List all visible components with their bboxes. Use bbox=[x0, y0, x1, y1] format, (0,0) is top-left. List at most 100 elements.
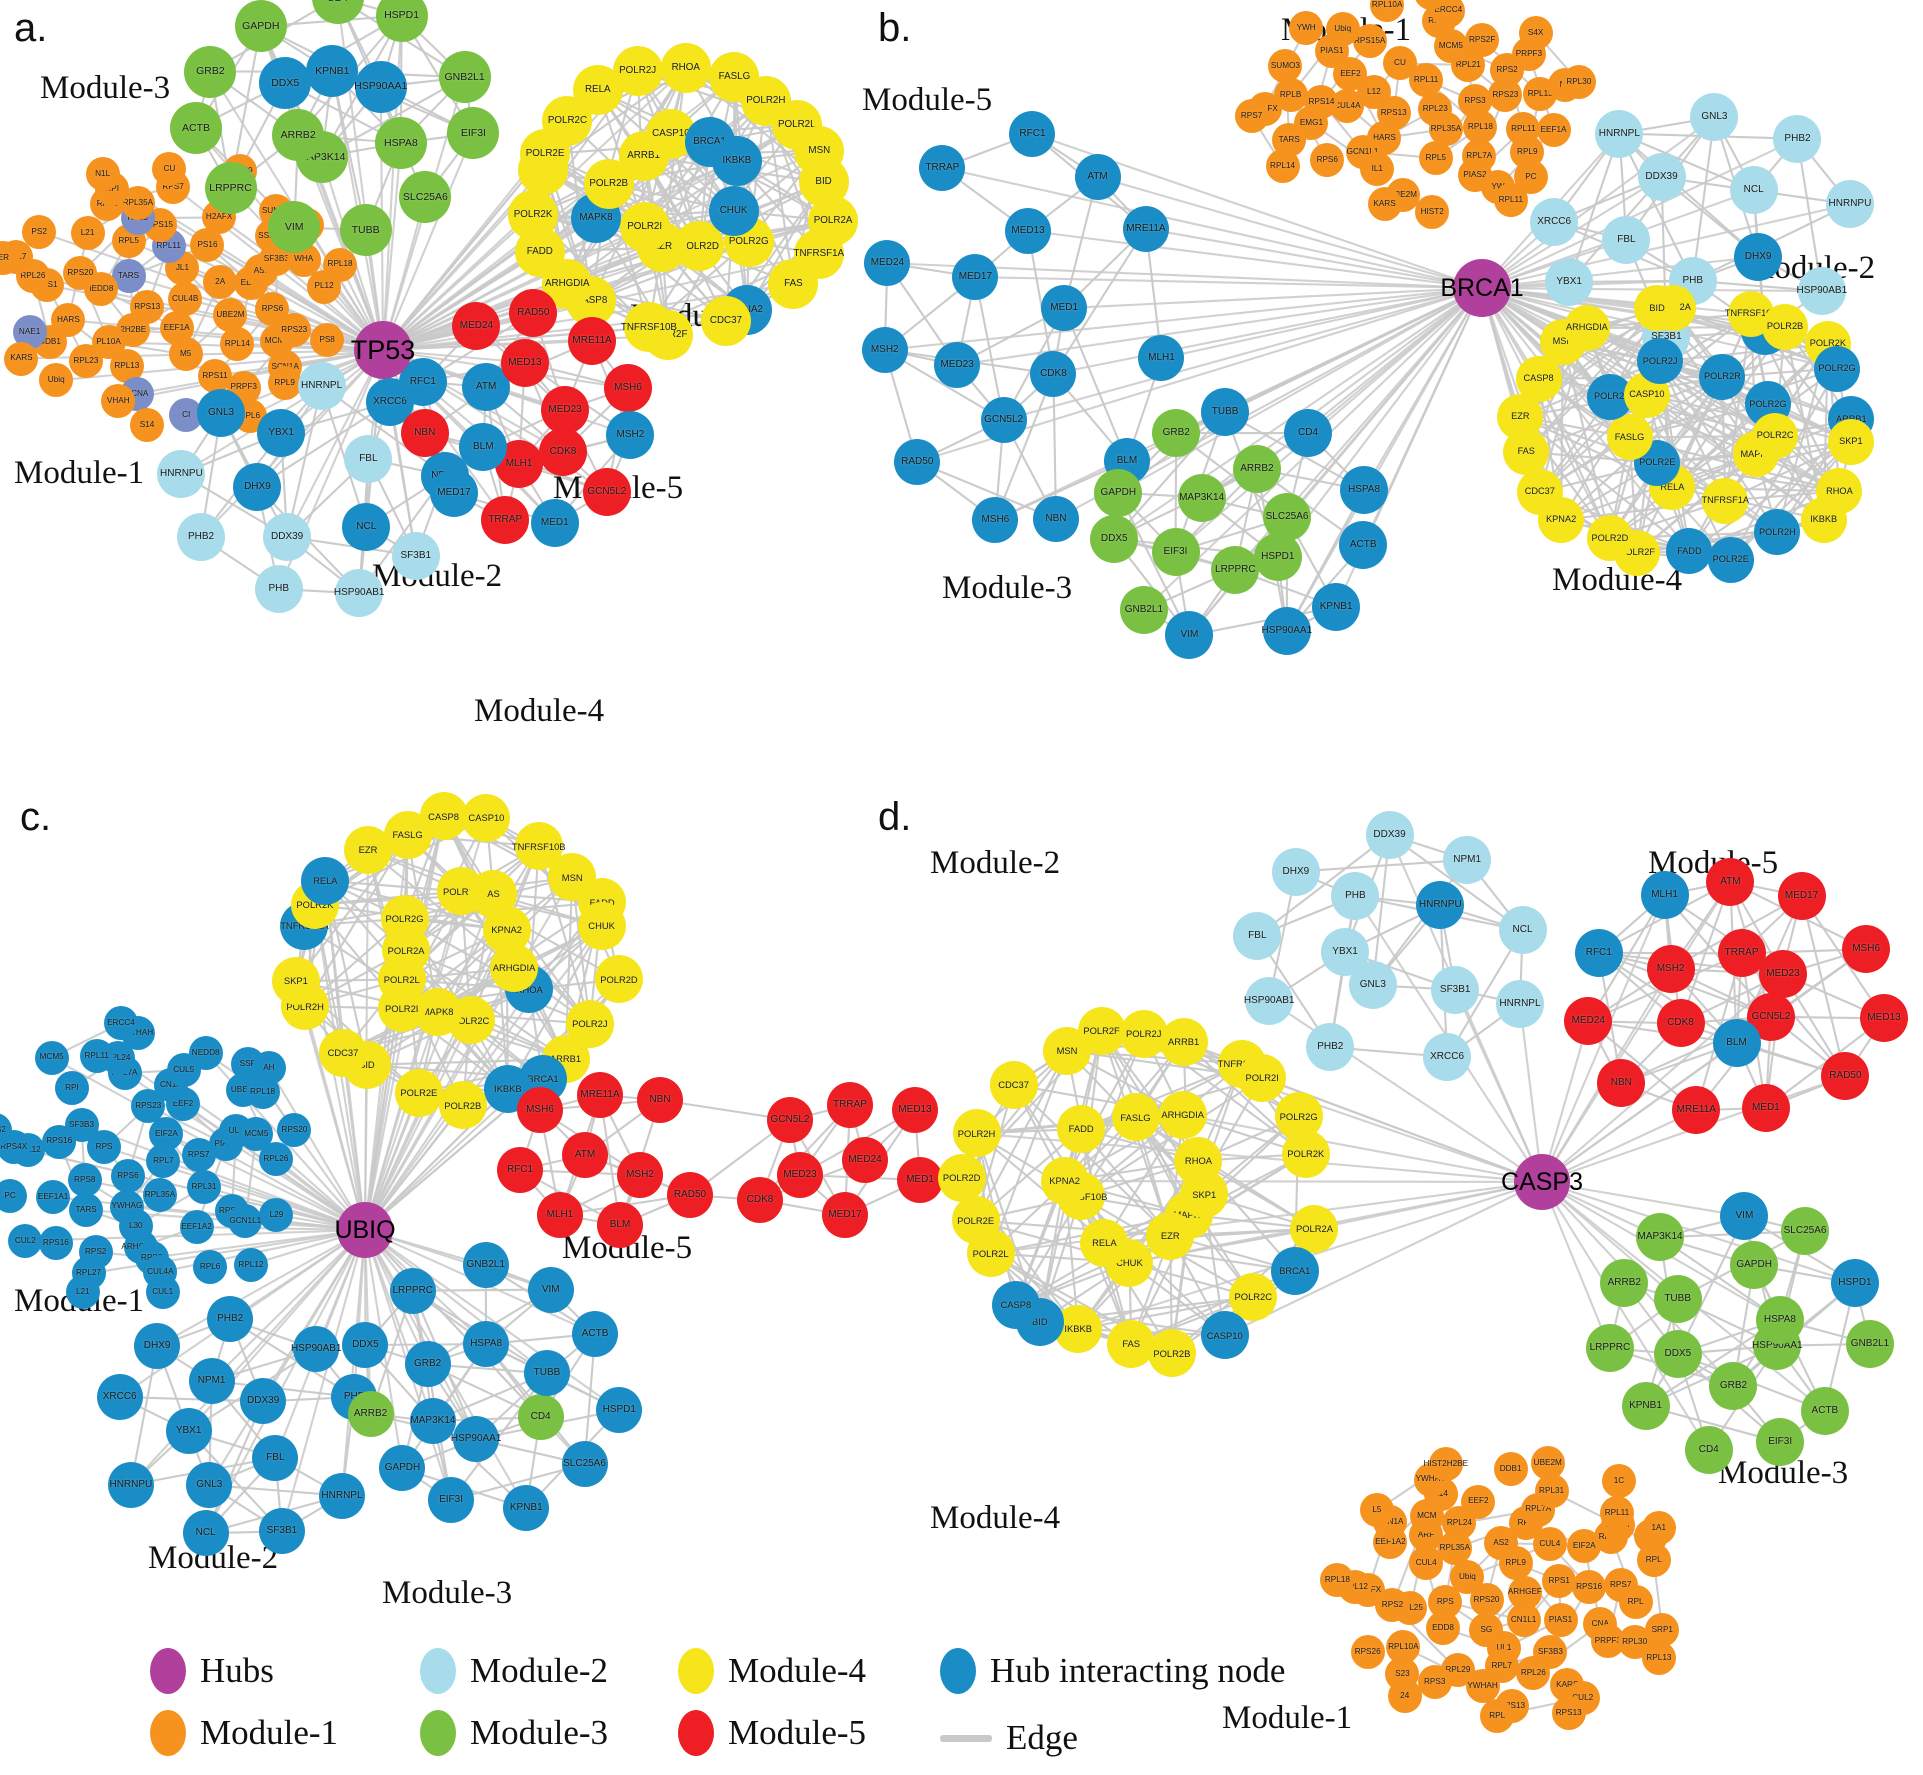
panel-a-module-3-node-TUBB[interactable]: TUBB bbox=[339, 204, 392, 257]
panel-a-module-1-node-S14[interactable]: S14 bbox=[130, 407, 165, 442]
panel-c-module-1-node-NEDD8[interactable]: NEDD8 bbox=[188, 1035, 223, 1070]
panel-d-module-3-node-CD4[interactable]: CD4 bbox=[1684, 1426, 1733, 1475]
panel-c-module-1-node-EEF1A2[interactable]: EEF1A2 bbox=[179, 1210, 214, 1245]
panel-d-module-4-node-CDC37[interactable]: CDC37 bbox=[989, 1060, 1038, 1109]
panel-d-module-1-node-RPS16[interactable]: RPS16 bbox=[1572, 1570, 1607, 1605]
panel-b-module-3-node-ACTB[interactable]: ACTB bbox=[1339, 521, 1388, 570]
panel-b-module-2-node-YBX1[interactable]: YBX1 bbox=[1545, 258, 1594, 307]
panel-a-module-3-node-GAPDH[interactable]: GAPDH bbox=[234, 0, 287, 53]
panel-a-module-1-node-Ubiq[interactable]: Ubiq bbox=[39, 363, 74, 398]
panel-b-module-5-node-MED17[interactable]: MED17 bbox=[952, 254, 999, 300]
panel-d-module-5-node-MLH1[interactable]: MLH1 bbox=[1640, 870, 1689, 919]
panel-c-module-1-node-RPS6[interactable]: RPS6 bbox=[110, 1158, 145, 1193]
panel-c-module-5-node-MED24[interactable]: MED24 bbox=[842, 1137, 888, 1183]
panel-a-module-1-node-M5[interactable]: M5 bbox=[168, 337, 203, 372]
panel-b-module-1-node-EEF1A[interactable]: EEF1A bbox=[1536, 112, 1571, 147]
panel-b-module-5-node-MSH6[interactable]: MSH6 bbox=[972, 497, 1019, 544]
panel-c-module-1-node-RPS16[interactable]: RPS16 bbox=[38, 1225, 73, 1260]
panel-c-module-3-node-MAP3K14[interactable]: MAP3K14 bbox=[409, 1397, 456, 1444]
panel-d-module-4-node-ARHGDIA[interactable]: ARHGDIA bbox=[1158, 1090, 1207, 1139]
panel-c-module-5-node-MED1[interactable]: MED1 bbox=[897, 1157, 943, 1203]
panel-b-module-3-node-LRPPRC[interactable]: LRPPRC bbox=[1211, 545, 1260, 594]
panel-b-module-4-node-POLR2D[interactable]: POLR2D bbox=[1586, 515, 1633, 562]
panel-c-module-5-node-MLH1[interactable]: MLH1 bbox=[537, 1192, 583, 1238]
panel-a-module-1-node-RPL18[interactable]: RPL18 bbox=[323, 247, 358, 282]
panel-b-module-1-node-RPS2F[interactable]: RPS2F bbox=[1465, 23, 1500, 58]
panel-c-module-4-node-SKP1[interactable]: SKP1 bbox=[271, 957, 320, 1006]
panel-b-module-5-node-NBN[interactable]: NBN bbox=[1032, 496, 1079, 543]
panel-d-module-1-node-RPL18[interactable]: RPL18 bbox=[1320, 1563, 1355, 1598]
panel-c-module-3-node-LRPPRC[interactable]: LRPPRC bbox=[389, 1267, 436, 1314]
panel-d-module-4-node-EZR[interactable]: EZR bbox=[1146, 1211, 1195, 1260]
panel-a-module-3-node-HSPD1[interactable]: HSPD1 bbox=[375, 0, 428, 42]
panel-d-module-2-node-HNRNPL[interactable]: HNRNPL bbox=[1495, 979, 1544, 1028]
panel-d-module-5-node-RFC1[interactable]: RFC1 bbox=[1574, 928, 1623, 977]
panel-b-module-3-node-GNB2L1[interactable]: GNB2L1 bbox=[1119, 586, 1168, 635]
panel-a-module-5-node-MED23[interactable]: MED23 bbox=[541, 385, 590, 434]
panel-c-module-5-node-RAD50[interactable]: RAD50 bbox=[667, 1172, 713, 1218]
panel-d-module-5-node-MED1[interactable]: MED1 bbox=[1741, 1083, 1790, 1132]
panel-a-module-4-node-POLR2J[interactable]: POLR2J bbox=[612, 45, 663, 96]
panel-a-module-2-node-HNRNPL[interactable]: HNRNPL bbox=[297, 362, 346, 411]
panel-b-module-3-node-SLC25A6[interactable]: SLC25A6 bbox=[1263, 493, 1312, 542]
panel-d-module-5-node-MSH6[interactable]: MSH6 bbox=[1842, 925, 1891, 974]
panel-a-module-4-node-TNFRSF10B[interactable]: TNFRSF10B bbox=[621, 302, 677, 353]
panel-c-module-3-node-GRB2[interactable]: GRB2 bbox=[404, 1341, 451, 1388]
panel-b-module-4-node-TNFRSF1A[interactable]: TNFRSF1A bbox=[1701, 477, 1749, 524]
panel-d-module-3-node-TUBB[interactable]: TUBB bbox=[1653, 1275, 1702, 1324]
panel-d-module-4-node-SKP1[interactable]: SKP1 bbox=[1180, 1170, 1229, 1219]
panel-b-module-5-node-GCN5L2[interactable]: GCN5L2 bbox=[980, 397, 1027, 444]
panel-b-module-2-node-HNRNPU[interactable]: HNRNPU bbox=[1825, 180, 1874, 229]
panel-d-module-1-node-HIST2H2BE[interactable]: HIST2H2BE bbox=[1423, 1446, 1468, 1481]
panel-a-module-1-node-CU[interactable]: CU bbox=[152, 151, 187, 186]
panel-c-module-3-node-SLC25A6[interactable]: SLC25A6 bbox=[561, 1441, 608, 1488]
panel-d-module-5-node-CDK8[interactable]: CDK8 bbox=[1656, 999, 1705, 1048]
panel-c-module-4-node-POLR2G[interactable]: POLR2G bbox=[380, 894, 429, 943]
panel-a-module-3-node-GNB2L1[interactable]: GNB2L1 bbox=[438, 51, 491, 104]
panel-d-module-5-node-NBN[interactable]: NBN bbox=[1597, 1059, 1646, 1108]
panel-a-module-1-node-VHAH[interactable]: VHAH bbox=[101, 384, 136, 419]
panel-d-module-2-node-XRCC6[interactable]: XRCC6 bbox=[1423, 1032, 1472, 1081]
panel-b-module-4-node-POLR2H[interactable]: POLR2H bbox=[1754, 509, 1801, 556]
panel-a-module-4-node-CDC37[interactable]: CDC37 bbox=[700, 296, 751, 347]
panel-d-module-3-node-MAP3K14[interactable]: MAP3K14 bbox=[1636, 1213, 1685, 1262]
panel-a-module-4-node-FAS[interactable]: FAS bbox=[768, 258, 819, 309]
panel-a-module-1-node-KARS[interactable]: KARS bbox=[4, 341, 39, 376]
panel-a-module-4-node-IKBKB[interactable]: IKBKB bbox=[711, 136, 762, 187]
panel-b-module-4-node-ARHGDIA[interactable]: ARHGDIA bbox=[1563, 304, 1610, 351]
panel-a-module-4-node-POLR2I[interactable]: POLR2I bbox=[619, 201, 670, 252]
panel-a-module-1-node-RPL14[interactable]: RPL14 bbox=[220, 326, 255, 361]
panel-c-module-1-node-RPL31[interactable]: RPL31 bbox=[186, 1170, 221, 1205]
panel-c-module-4-node-CDC37[interactable]: CDC37 bbox=[318, 1028, 367, 1077]
panel-d-module-4-node-BRCA1[interactable]: BRCA1 bbox=[1270, 1246, 1319, 1295]
panel-a-module-5-node-MED17[interactable]: MED17 bbox=[429, 469, 478, 518]
panel-c-module-3-node-HSPD1[interactable]: HSPD1 bbox=[596, 1387, 643, 1434]
panel-b-module-2-node-HNRNPL[interactable]: HNRNPL bbox=[1595, 109, 1644, 158]
panel-d-module-4-node-POLR2E[interactable]: POLR2E bbox=[951, 1196, 1000, 1245]
panel-b-module-4-node-POLR2G[interactable]: POLR2G bbox=[1814, 345, 1861, 392]
panel-c-module-5-node-MRE11A[interactable]: MRE11A bbox=[577, 1072, 623, 1118]
panel-d-module-2-node-NCL[interactable]: NCL bbox=[1498, 906, 1547, 955]
panel-d-module-5-node-MRE11A[interactable]: MRE11A bbox=[1672, 1086, 1721, 1135]
panel-a-module-1-node-N1L[interactable]: N1L bbox=[85, 157, 120, 192]
panel-d-module-5-node-BLM[interactable]: BLM bbox=[1712, 1019, 1761, 1068]
panel-d-module-4-node-POLR2K[interactable]: POLR2K bbox=[1281, 1129, 1330, 1178]
panel-d-module-4-node-POLR2D[interactable]: POLR2D bbox=[937, 1154, 986, 1203]
panel-d-module-1-node-1A1[interactable]: 1A1 bbox=[1641, 1511, 1676, 1546]
panel-d-module-1-node-UBE2M[interactable]: UBE2M bbox=[1530, 1445, 1565, 1480]
panel-a-module-1-node-UBE2M[interactable]: UBE2M bbox=[213, 297, 248, 332]
panel-b-module-3-node-CD4[interactable]: CD4 bbox=[1284, 409, 1333, 457]
panel-c-hub-UBIQ[interactable]: UBIQ bbox=[334, 1202, 396, 1258]
panel-a-module-2-node-FBL[interactable]: FBL bbox=[344, 434, 393, 483]
panel-d-module-1-node-RPL11[interactable]: RPL11 bbox=[1599, 1496, 1634, 1531]
panel-c-module-3-node-CD4[interactable]: CD4 bbox=[517, 1394, 564, 1441]
panel-c-module-2-node-HNRNPU[interactable]: HNRNPU bbox=[107, 1461, 154, 1508]
panel-b-module-5-node-ATM[interactable]: ATM bbox=[1074, 153, 1121, 200]
panel-d-module-4-node-CASP10[interactable]: CASP10 bbox=[1200, 1311, 1249, 1360]
panel-b-module-1-node-RPL11[interactable]: RPL11 bbox=[1493, 183, 1528, 218]
panel-b-module-4-node-POLR2J[interactable]: POLR2J bbox=[1637, 338, 1684, 385]
panel-c-module-5-node-MED13[interactable]: MED13 bbox=[892, 1087, 938, 1133]
panel-b-module-2-node-FBL[interactable]: FBL bbox=[1602, 215, 1651, 264]
panel-d-module-1-node-RPL26[interactable]: RPL26 bbox=[1516, 1656, 1551, 1691]
panel-d-module-2-node-FBL[interactable]: FBL bbox=[1233, 911, 1282, 960]
